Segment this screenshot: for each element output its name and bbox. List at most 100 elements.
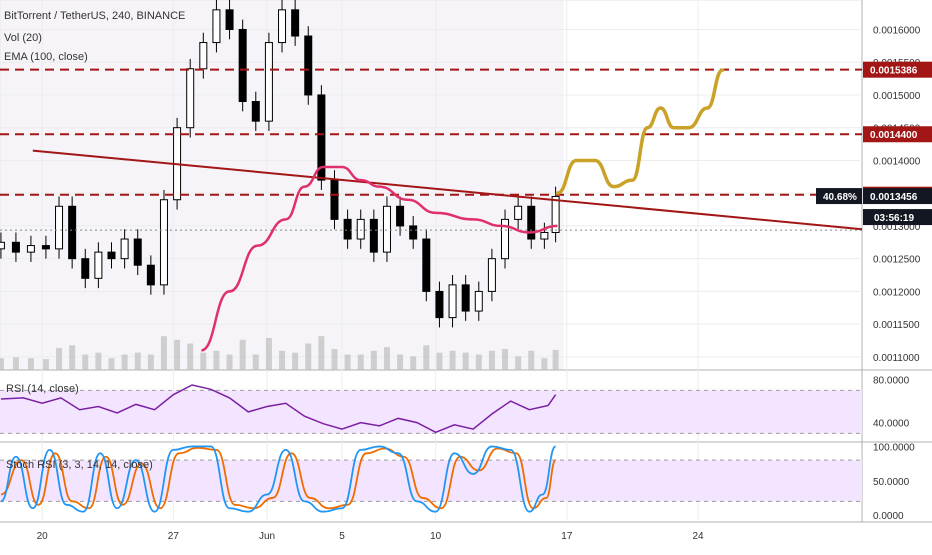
candle [343, 218, 352, 240]
price-tick-label: 0.0014000 [873, 156, 921, 167]
volume-bar [449, 350, 456, 370]
legend-ema: EMA (100, close) [4, 51, 88, 63]
volume-bar [410, 356, 417, 370]
volume-bar [147, 354, 154, 370]
candle [487, 258, 496, 292]
projection-path [555, 68, 725, 195]
volume-bar [226, 354, 233, 370]
candle [382, 205, 391, 253]
volume-bar [187, 343, 194, 370]
volume-bar [515, 356, 522, 370]
ema-line [200, 165, 558, 352]
stoch-k-line [0, 445, 557, 513]
volume-bar [0, 358, 4, 370]
candle [41, 245, 50, 250]
volume-bar [383, 347, 390, 370]
candle [448, 284, 457, 319]
price-tick-label: 0.0012500 [873, 255, 921, 266]
candle [461, 284, 470, 312]
volume-bar [318, 336, 325, 370]
candle [304, 35, 313, 96]
chart-title: BitTorrent / TetherUS, 240, BINANCE [4, 10, 185, 22]
rsi-band [0, 390, 862, 434]
candle [120, 238, 129, 260]
candle [422, 238, 431, 292]
time-axis-label: 20 [37, 531, 49, 542]
stoch-d-line [0, 446, 557, 510]
stoch-tick-label: 50.0000 [873, 477, 910, 488]
candle [330, 179, 339, 220]
volume-bar [108, 358, 115, 370]
session-shade [0, 0, 564, 370]
volume-bar [331, 349, 338, 370]
percent-badge-label: 40.68% [823, 192, 857, 203]
volume-bar [82, 354, 89, 370]
candle [186, 68, 195, 129]
price-tick-label: 0.0012000 [873, 287, 921, 298]
rsi-line [0, 384, 557, 434]
price-tick-label: 0.0011000 [873, 353, 920, 364]
candle [11, 241, 20, 253]
countdown-badge [863, 209, 932, 226]
legend-volume: Vol (20) [4, 32, 42, 44]
candle [540, 231, 549, 240]
trend-line [32, 149, 863, 231]
stoch-tick-label: 100.0000 [873, 442, 915, 453]
volume-bar [305, 343, 312, 370]
volume-bar [265, 338, 272, 370]
countdown-label: 03:56:19 [874, 213, 914, 224]
volume-bar [27, 358, 34, 370]
candle [146, 264, 155, 286]
volume-bar [56, 348, 63, 370]
candle [81, 258, 90, 279]
time-axis-label: 10 [430, 531, 442, 542]
volume-bar [239, 339, 246, 370]
volume-bar [552, 349, 559, 370]
candle [225, 9, 234, 30]
candle [291, 9, 300, 37]
stoch-rsi-label: Stoch RSI (3, 3, 14, 14, close) [6, 459, 153, 471]
volume-bar [397, 354, 404, 370]
candle [474, 290, 483, 312]
time-axis-label: 27 [168, 531, 180, 542]
volume-bar [174, 339, 181, 370]
candle [369, 218, 378, 253]
candle [551, 195, 560, 233]
volume-bar [502, 349, 509, 370]
volume-bar [134, 352, 141, 370]
volume-bar [357, 354, 364, 370]
volume-bar [252, 354, 259, 370]
volume-bar [42, 359, 49, 370]
volume-bar [344, 354, 351, 370]
price-marker-label: 0.0014400 [870, 130, 918, 141]
price-tick-label: 0.0011500 [873, 320, 920, 331]
volume-bar [541, 358, 548, 370]
candle [264, 42, 273, 122]
volume-bar [12, 357, 19, 370]
time-axis-label: 5 [339, 531, 345, 542]
price-marker-label: 0.0015386 [870, 66, 918, 77]
volume-bar [475, 354, 482, 370]
candle [251, 101, 260, 122]
candle [514, 205, 523, 220]
candle [68, 205, 77, 260]
volume-bar [95, 352, 102, 370]
volume-bar [528, 350, 535, 370]
volume-bar [279, 350, 286, 370]
time-axis-label: Jun [259, 531, 275, 542]
price-marker-badge [863, 61, 932, 78]
volume-bar [462, 352, 469, 370]
candle [409, 225, 418, 240]
candle [199, 42, 208, 70]
volume-bar [160, 336, 167, 370]
candle [0, 241, 5, 250]
candle [396, 205, 405, 227]
price-tick-label: 0.0013000 [873, 222, 921, 233]
stoch-tick-label: 0.0000 [873, 511, 904, 522]
volume-bar [292, 352, 299, 370]
time-axis-label: 17 [561, 531, 573, 542]
candle [501, 218, 510, 260]
rsi-tick-label: 80.0000 [873, 376, 910, 387]
